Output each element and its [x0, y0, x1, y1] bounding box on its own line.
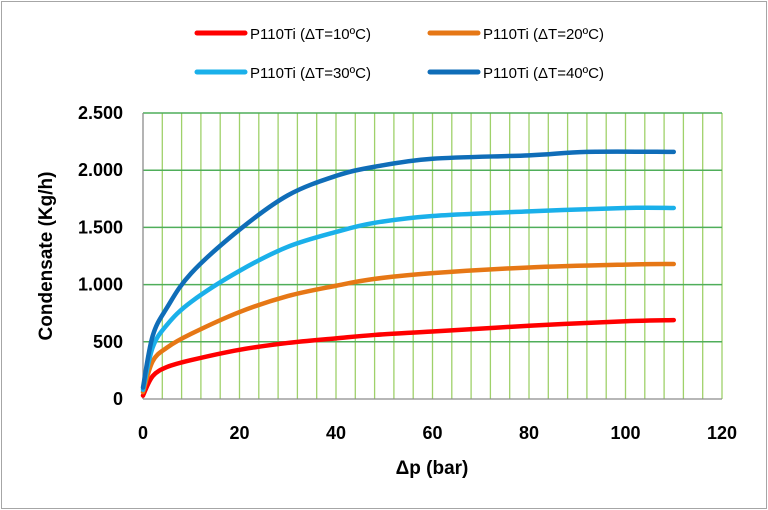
- y-tick-label: 1.500: [78, 217, 123, 237]
- x-tick-label: 0: [138, 423, 148, 443]
- legend-label: P110Ti (ΔT=40ºC): [483, 65, 604, 82]
- series-line: [140, 205, 676, 393]
- y-tick-label: 0: [113, 389, 123, 409]
- legend: P110Ti (ΔT=10ºC) P110Ti (ΔT=20ºC) P110Ti (…: [194, 26, 604, 82]
- series-line: [140, 149, 676, 390]
- grid: [143, 112, 723, 399]
- x-tick-label: 100: [610, 423, 640, 443]
- legend-label: P110Ti (ΔT=10ºC): [250, 26, 371, 43]
- x-axis-label: Δp (bar): [396, 458, 469, 479]
- y-tick-label: 1.000: [78, 275, 123, 295]
- axes: 0 500 1.000 1.500 2.000 2.500 0 20 40 60 80 100 120: [78, 103, 737, 443]
- y-tick-label: 2.500: [78, 103, 123, 123]
- x-tick-label: 120: [707, 423, 737, 443]
- x-tick-label: 60: [422, 423, 442, 443]
- series-lines: [140, 149, 676, 398]
- series-line: [140, 317, 676, 398]
- legend-label: P110Ti (ΔT=30ºC): [250, 65, 371, 82]
- x-tick-label: 80: [519, 423, 539, 443]
- y-axis-label: Condensate (Kg/h): [36, 172, 57, 341]
- legend-label: P110Ti (ΔT=20ºC): [483, 26, 604, 43]
- y-tick-label: 500: [93, 332, 123, 352]
- x-tick-label: 20: [229, 423, 249, 443]
- x-tick-label: 40: [326, 423, 346, 443]
- series-line: [140, 261, 676, 395]
- y-tick-label: 2.000: [78, 160, 123, 180]
